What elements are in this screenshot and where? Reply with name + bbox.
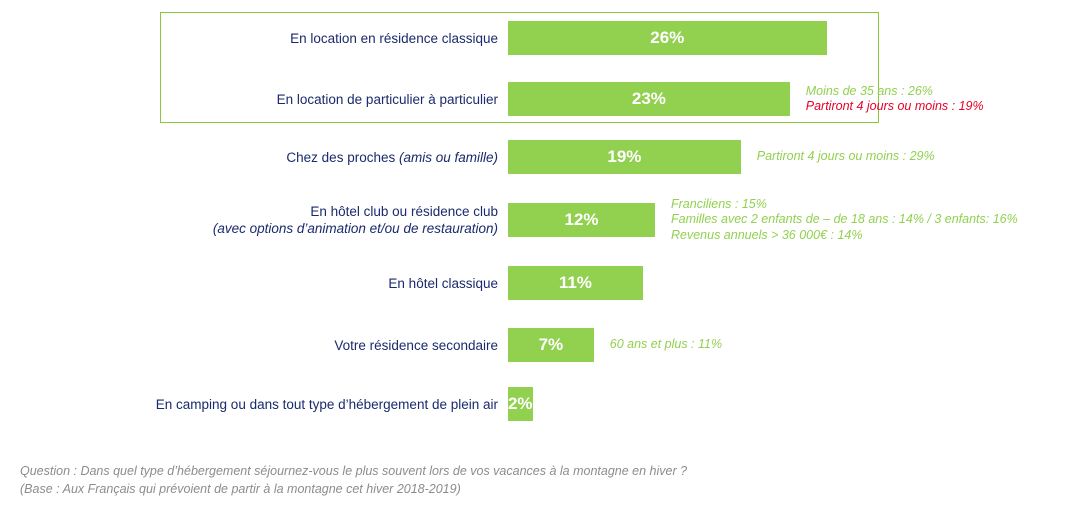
annotation-line: 60 ans et plus : 11%	[609, 337, 723, 352]
bar	[508, 266, 643, 300]
category-label: Chez des proches (amis ou famille)	[286, 149, 498, 166]
category-label-italic: (amis ou famille)	[398, 149, 498, 165]
bar-value-label: 7%	[538, 335, 564, 354]
annotation-line: Revenus annuels > 36 000€ : 14%	[671, 227, 863, 242]
footnote: Question : Dans quel type d’hébergement …	[20, 462, 687, 498]
annotation-line: Franciliens : 15%	[671, 196, 767, 211]
bar-value-label: 26%	[650, 28, 685, 47]
highlight-box	[160, 12, 879, 123]
bar-annotation: 60 ans et plus : 11%	[610, 337, 722, 353]
footnote-question: Question : Dans quel type d’hébergement …	[20, 464, 688, 478]
category-label: En camping ou dans tout type d’hébergeme…	[156, 396, 498, 413]
bar	[508, 82, 790, 116]
annotation-line: Partiront 4 jours ou moins : 29%	[756, 149, 935, 164]
bar-annotation: Moins de 35 ans : 26% Partiront 4 jours o…	[806, 84, 984, 115]
annotation-line: Partiront 4 jours ou moins : 19%	[805, 99, 984, 113]
category-label-text: En hôtel club ou résidence club	[310, 204, 498, 219]
bar-annotation: Franciliens : 15% Familles avec 2 enfants…	[671, 197, 1018, 244]
bar	[508, 21, 827, 55]
bar-annotation: Partiront 4 jours ou moins : 29%	[757, 149, 935, 165]
category-label: En location de particulier à particulier	[277, 91, 498, 108]
category-label: En hôtel club ou résidence club (avec opt…	[213, 203, 498, 237]
footnote-base: (Base : Aux Français qui prévoient de pa…	[20, 482, 461, 496]
annotation-line: Familles avec 2 enfants de – de 18 ans :…	[671, 212, 1018, 227]
category-label-text: Chez des proches	[286, 149, 399, 165]
category-label-text: En location en résidence classique	[290, 30, 498, 46]
bar	[508, 203, 655, 237]
annotation-line: Moins de 35 ans : 26%	[805, 83, 933, 98]
bar	[508, 140, 741, 174]
category-label: En hôtel classique	[388, 275, 498, 292]
category-label: Votre résidence secondaire	[334, 337, 498, 354]
bar	[508, 328, 594, 362]
category-label-text: Votre résidence secondaire	[334, 337, 498, 353]
bar	[508, 387, 533, 421]
category-sublabel: (avec options d’animation et/ou de resta…	[212, 221, 498, 236]
bar-value-label: 12%	[564, 210, 599, 229]
category-label-text: En location de particulier à particulier	[276, 91, 498, 107]
bar-value-label: 11%	[558, 273, 592, 292]
bar-value-label: 23%	[631, 89, 666, 108]
category-label-text: En camping ou dans tout type d’hébergeme…	[155, 396, 498, 412]
category-label-text: En hôtel classique	[388, 275, 498, 291]
bar-value-label: 2%	[507, 394, 533, 413]
bar-value-label: 19%	[607, 147, 642, 166]
category-label: En location en résidence classique	[290, 30, 498, 47]
